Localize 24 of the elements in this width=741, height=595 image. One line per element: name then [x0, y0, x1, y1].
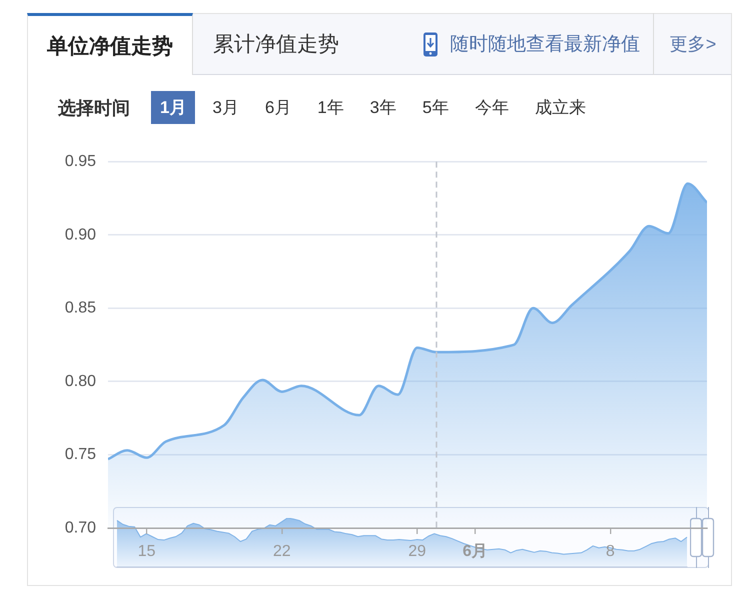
text: 选择时间: [58, 96, 130, 120]
x-tick-label: 15: [138, 543, 156, 560]
x-tick-label: 22: [273, 543, 291, 560]
text: 随时随地查看最新净值: [450, 33, 640, 57]
y-tick-label: 0.70: [64, 519, 96, 536]
x-tick-label: 6月: [462, 543, 488, 560]
x-tick-label: 29: [408, 543, 426, 560]
button[interactable]: 5年: [413, 91, 458, 124]
button[interactable]: 3月: [203, 91, 248, 124]
tab[interactable]: 单位净值走势: [27, 13, 193, 75]
tab[interactable]: 累计净值走势: [193, 13, 339, 75]
y-tick-label: 0.75: [64, 446, 96, 464]
button[interactable]: 今年: [466, 91, 518, 124]
button[interactable]: 1月: [151, 91, 196, 124]
button[interactable]: 3年: [360, 91, 406, 124]
y-tick-label: 0.90: [64, 226, 96, 244]
x-tick-label: 8: [606, 543, 615, 560]
y-tick-label: 0.80: [64, 372, 96, 390]
button[interactable]: 1年: [308, 91, 353, 124]
y-tick-label: 0.85: [64, 300, 96, 317]
more-link[interactable]: 更多>: [653, 13, 732, 75]
y-tick-label: 0.95: [64, 153, 96, 170]
button[interactable]: 成立来: [526, 91, 595, 124]
button[interactable]: 6月: [256, 91, 300, 124]
